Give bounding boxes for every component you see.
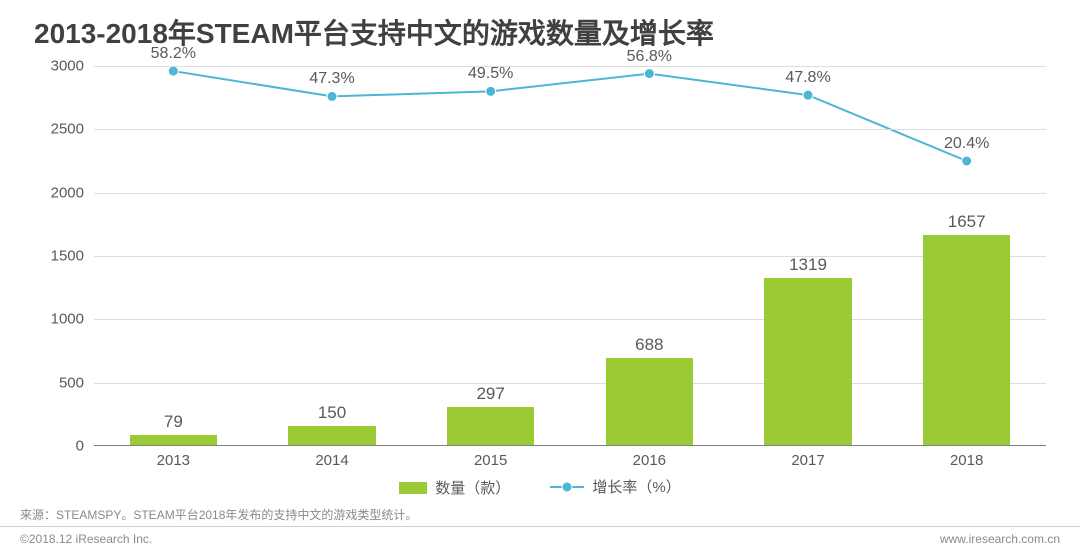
line-value-label: 20.4% xyxy=(907,135,1027,153)
footer-copyright: ©2018.12 iResearch Inc. xyxy=(20,532,152,546)
legend-item-line: 增长率（%） xyxy=(550,476,680,497)
y-tick-label: 2500 xyxy=(34,121,84,138)
legend-item-bars: 数量（款） xyxy=(399,477,510,498)
bar xyxy=(130,435,217,445)
y-tick-label: 2000 xyxy=(34,184,84,201)
legend-label-line: 增长率（%） xyxy=(592,476,680,497)
bar xyxy=(447,407,534,445)
x-tick-label: 2018 xyxy=(907,452,1027,469)
bar-value-label: 688 xyxy=(589,335,709,355)
footer-url: www.iresearch.com.cn xyxy=(940,532,1060,546)
line-value-label: 56.8% xyxy=(589,48,709,66)
y-tick-label: 0 xyxy=(34,438,84,455)
footer-source: 来源：STEAMSPY。STEAM平台2018年发布的支持中文的游戏类型统计。 xyxy=(20,506,417,523)
bar-value-label: 297 xyxy=(431,384,551,404)
gridline xyxy=(94,66,1046,67)
x-tick-label: 2017 xyxy=(748,452,868,469)
bar-value-label: 1657 xyxy=(907,212,1027,232)
x-tick-label: 2015 xyxy=(431,452,551,469)
gridline xyxy=(94,319,1046,320)
footer-divider xyxy=(0,526,1080,527)
y-tick-label: 1000 xyxy=(34,311,84,328)
bar xyxy=(606,358,693,445)
line-value-label: 58.2% xyxy=(113,45,233,63)
line-value-label: 49.5% xyxy=(431,65,551,83)
legend-label-bars: 数量（款） xyxy=(435,477,510,498)
bar-value-label: 150 xyxy=(272,403,392,423)
y-tick-label: 1500 xyxy=(34,248,84,265)
bar xyxy=(923,235,1010,445)
bar-value-label: 79 xyxy=(113,412,233,432)
x-tick-label: 2013 xyxy=(113,452,233,469)
legend-swatch-bar-icon xyxy=(399,482,427,494)
gridline xyxy=(94,383,1046,384)
line-value-label: 47.8% xyxy=(748,69,868,87)
x-tick-label: 2016 xyxy=(589,452,709,469)
legend-swatch-line-icon xyxy=(550,480,584,494)
bar-value-label: 1319 xyxy=(748,255,868,275)
gridline xyxy=(94,193,1046,194)
legend: 数量（款） 增长率（%） xyxy=(0,476,1080,498)
bar xyxy=(764,278,851,445)
chart-card: 2013-2018年STEAM平台支持中文的游戏数量及增长率 050010001… xyxy=(0,0,1080,557)
gridline xyxy=(94,129,1046,130)
y-tick-label: 500 xyxy=(34,374,84,391)
plot-area: 0500100015002000250030002013201420152016… xyxy=(94,66,1046,446)
x-tick-label: 2014 xyxy=(272,452,392,469)
gridline xyxy=(94,256,1046,257)
bar xyxy=(288,426,375,445)
line-value-label: 47.3% xyxy=(272,70,392,88)
y-tick-label: 3000 xyxy=(34,58,84,75)
chart-area: 0500100015002000250030002013201420152016… xyxy=(34,66,1046,466)
